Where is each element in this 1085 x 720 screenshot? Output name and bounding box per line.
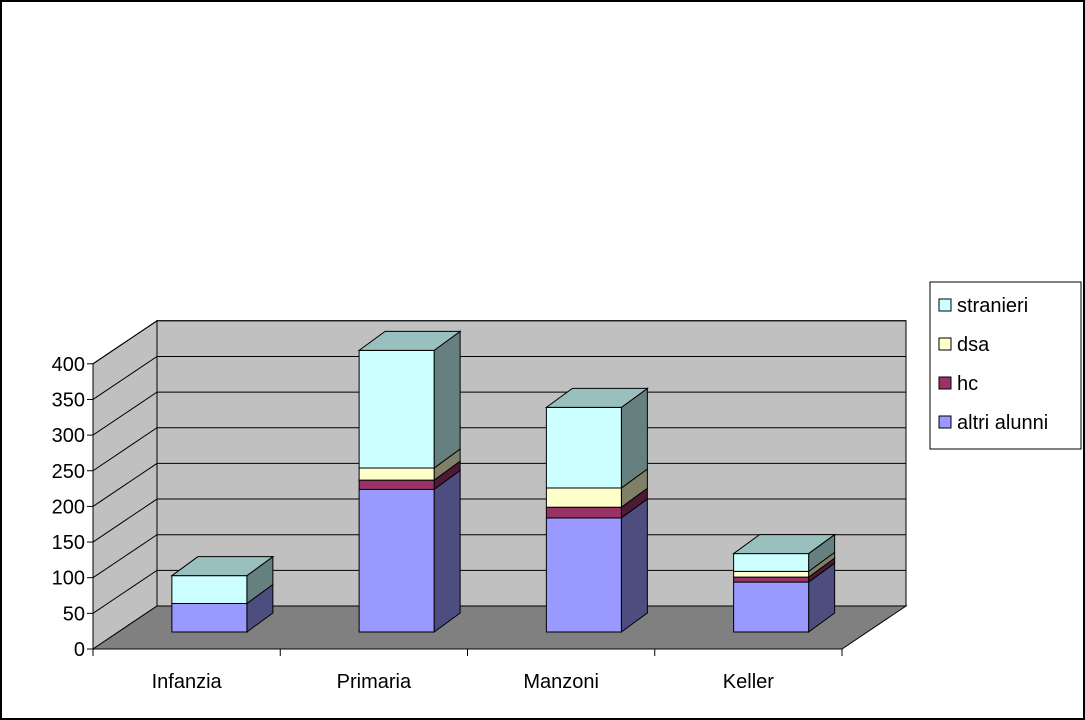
bar-front-face [545,406,622,489]
bar-front-face [545,487,622,508]
gridline [92,498,906,543]
bar-segment-stranieri [544,387,649,489]
gridline [92,534,906,579]
bar-front-face [358,467,435,481]
gridline [92,355,906,400]
legend-label: altri alunni [957,412,1048,434]
legend-swatch [938,298,952,312]
gridline [92,320,906,365]
x-tick-label: Infanzia [152,671,223,693]
legend-swatch [938,415,952,429]
y-tick-label: 200 [52,496,85,518]
bar-segment-dsa [545,467,648,509]
bar-segment-altri-alunni [545,497,648,633]
bar-front-face [358,479,435,490]
bar-front-face [733,570,810,578]
bar-segment-altri-alunni [171,583,274,633]
bar-front-face [733,581,810,633]
bar-segment-stranieri [732,533,837,573]
y-tick-label: 400 [52,354,85,376]
legend-label: hc [957,373,978,395]
legend-swatch [938,337,952,351]
y-tick-label: 0 [74,639,85,661]
bar-front-face [733,576,810,583]
x-tick-label: Keller [723,671,774,693]
legend-label: stranieri [957,295,1028,317]
legend: stranieri dsa hc altri alunni [929,281,1082,450]
legend-swatch [938,376,952,390]
y-tick-label: 100 [52,568,85,590]
bar-top-face [170,556,275,577]
legend-label: dsa [957,334,990,356]
gridline [92,427,906,472]
bar-top-face [732,534,837,555]
x-tick-label: Primaria [337,671,412,693]
bar-front-face [358,349,435,469]
bar-front-face [358,488,435,633]
legend-box [929,281,1082,450]
y-tick-label: 350 [52,389,85,411]
bar-segment-altri-alunni [358,469,461,633]
bar-side-face [433,469,461,633]
gridline [92,391,906,436]
bar-front-face [545,506,622,519]
bar-side-face [433,330,461,469]
bar-segment-stranieri [170,555,275,605]
bar-front-face [733,553,810,572]
bar-top-face [544,387,649,408]
y-tick-label: 150 [52,532,85,554]
y-tick-label: 250 [52,461,85,483]
gridline [92,462,906,507]
gridline [92,569,906,614]
bar-segment-stranieri [357,330,462,469]
y-tick-label: 50 [63,603,85,625]
bar-side-face [620,497,648,633]
bar-front-face [171,575,248,604]
bar-front-face [171,602,248,633]
bar-top-face [357,330,462,351]
x-tick-label: Manzoni [523,671,599,693]
bar-segment-altri-alunni [733,562,836,633]
bar-front-face [545,517,622,633]
y-tick-label: 300 [52,425,85,447]
